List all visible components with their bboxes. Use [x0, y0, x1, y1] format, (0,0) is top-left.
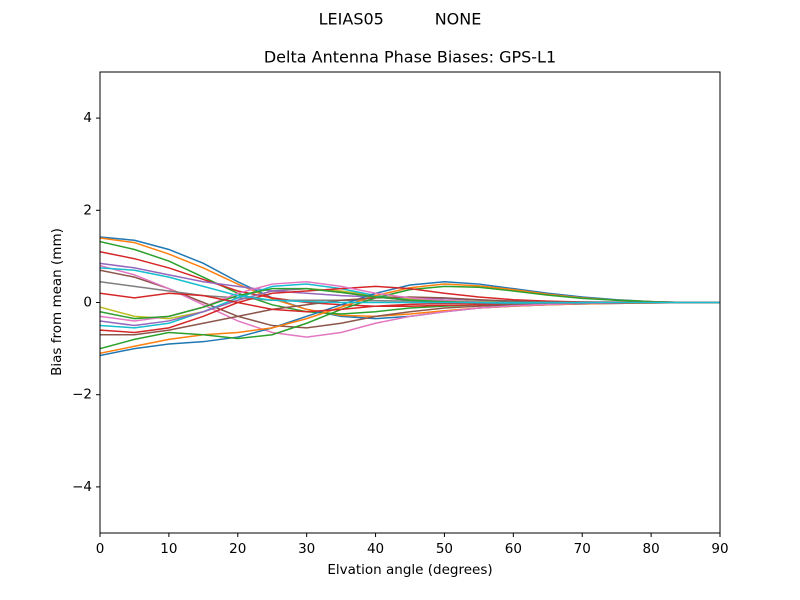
x-tick-label: 40 — [367, 541, 384, 557]
y-tick-label: −2 — [72, 387, 92, 403]
x-tick-label: 0 — [96, 541, 105, 557]
data-line — [100, 285, 720, 350]
y-tick-label: 0 — [83, 295, 92, 311]
x-tick-label: 10 — [160, 541, 177, 557]
data-line — [100, 267, 720, 304]
x-tick-label: 20 — [229, 541, 246, 557]
x-tick-label: 90 — [711, 541, 728, 557]
y-tick-label: 2 — [83, 202, 92, 218]
y-axis-label: Bias from mean (mm) — [49, 228, 65, 376]
y-tick-label: 4 — [83, 110, 92, 126]
x-tick-label: 80 — [643, 541, 660, 557]
x-axis-label: Elvation angle (degrees) — [327, 562, 492, 578]
x-tick-label: 70 — [574, 541, 591, 557]
x-tick-label: 50 — [436, 541, 453, 557]
x-tick-label: 30 — [298, 541, 315, 557]
chart-title: Delta Antenna Phase Biases: GPS-L1 — [264, 48, 556, 67]
y-tick-label: −4 — [72, 479, 92, 495]
plot-area — [100, 236, 720, 357]
x-tick-label: 60 — [505, 541, 522, 557]
suptitle: LEIAS05 NONE — [319, 10, 482, 29]
